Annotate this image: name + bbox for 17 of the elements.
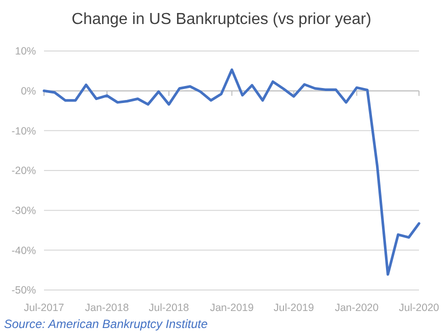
x-tick-label: Jan-2020 (334, 302, 379, 314)
x-tick-label: Jul-2019 (274, 302, 314, 314)
x-tick-label: Jan-2018 (85, 302, 129, 314)
source-note: Source: American Bankruptcy Institute (4, 317, 208, 331)
line-series (42, 68, 420, 276)
y-tick-label: -40% (11, 244, 36, 257)
y-tick-label: -50% (11, 284, 36, 297)
chart-title: Change in US Bankruptcies (vs prior year) (72, 11, 372, 28)
y-tick-label: -20% (11, 165, 36, 178)
y-tick-label: -10% (11, 125, 36, 138)
y-tick-label: -30% (11, 205, 36, 218)
x-tick-label: Jul-2017 (24, 302, 64, 314)
x-tick-label: Jan-2019 (210, 302, 254, 314)
y-tick-label: 0% (20, 86, 36, 98)
x-tick-label: Jul-2018 (148, 302, 190, 314)
y-tick-label: 10% (14, 46, 36, 58)
x-tick-label: Jul-2020 (398, 302, 440, 314)
